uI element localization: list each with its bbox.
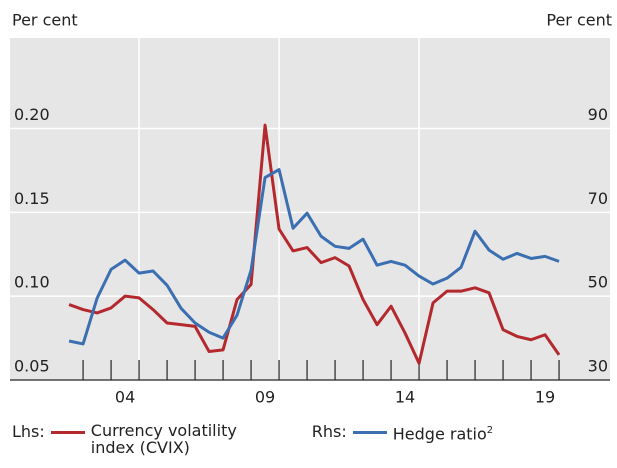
y2-tick-label: 30 (588, 357, 608, 376)
y-tick-label: 0.05 (14, 357, 50, 376)
legend-name: Currency volatility index (CVIX) (90, 421, 237, 457)
legend: Lhs: Currency volatility index (CVIX) Rhs:… (12, 422, 493, 456)
x-tick-label: 09 (255, 388, 275, 407)
plot-background (10, 38, 610, 380)
footnote: 2 (486, 425, 494, 436)
x-tick-label: 14 (395, 388, 415, 407)
x-tick-label: 04 (115, 388, 135, 407)
legend-label: Currency volatility index (CVIX) (91, 422, 276, 456)
line-series (68, 123, 561, 365)
y-tick-label: 0.20 (14, 105, 50, 124)
legend-item: Rhs: Hedge ratio2 (312, 422, 493, 456)
y-axis-label: Per cent (12, 11, 78, 30)
y-tick-label: 0.10 (14, 273, 50, 292)
legend-label: Hedge ratio2 (393, 422, 493, 442)
y2-tick-label: 70 (588, 189, 608, 208)
legend-item: Lhs: Currency volatility index (CVIX) (12, 422, 276, 456)
x-tick-label: 19 (535, 388, 555, 407)
legend-name: Hedge ratio (392, 424, 487, 444)
legend-swatch (50, 431, 85, 434)
legend-swatch (352, 431, 387, 434)
y2-axis-label: Per cent (546, 11, 612, 30)
line-series (68, 168, 560, 346)
legend-prefix: Lhs: (12, 422, 45, 441)
y2-tick-label: 50 (588, 273, 608, 292)
legend-prefix: Rhs: (311, 422, 347, 441)
chart: Per cent Per cent 0.05 0.10 0.15 0.20 30 50 70… (10, 11, 612, 407)
y-tick-label: 0.15 (14, 189, 50, 208)
y2-tick-label: 90 (588, 105, 608, 124)
